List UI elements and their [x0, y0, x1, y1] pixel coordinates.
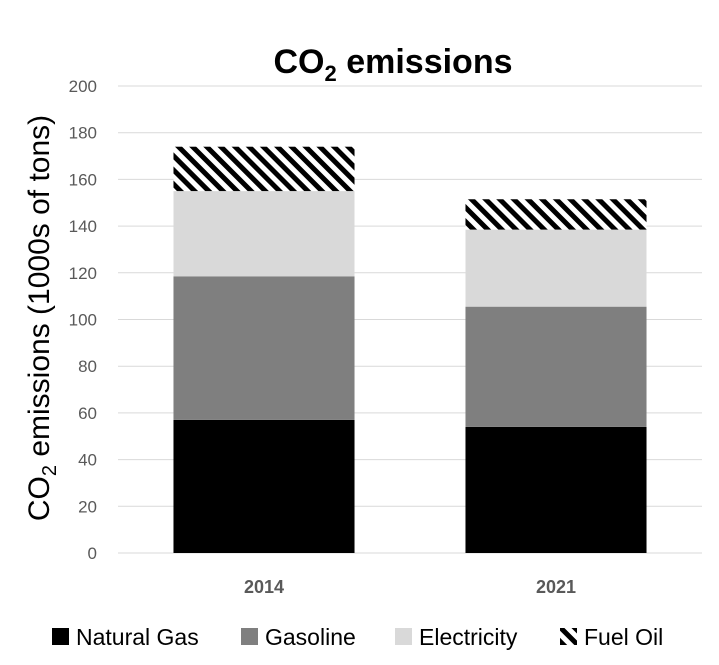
y-tick-label-140: 140 [69, 217, 97, 236]
x-axis-categories: 2014 2021 [244, 577, 576, 597]
y-axis-ticks: 0 20 40 60 80 100 120 140 160 180 200 [69, 77, 97, 563]
bar-gasoline-2014 [173, 276, 355, 420]
legend-label-gasoline: Gasoline [265, 624, 356, 650]
y-tick-label-0: 0 [88, 544, 97, 563]
y-tick-label-200: 200 [69, 77, 97, 96]
y-axis-label-rest: emissions (1000s of tons) [23, 115, 56, 465]
chart-title: CO2 emissions [274, 43, 513, 86]
y-tick-label-40: 40 [78, 451, 97, 470]
bar-fuel-oil-2014 [173, 146, 355, 192]
y-tick-label-20: 20 [78, 497, 97, 516]
bar-natural-gas-2014 [173, 419, 355, 553]
chart-title-rest: emissions [337, 43, 513, 81]
y-tick-label-100: 100 [69, 311, 97, 330]
legend-swatch-electricity [395, 628, 412, 645]
bar-natural-gas-2021 [465, 426, 647, 553]
legend-swatch-gasoline [241, 628, 258, 645]
legend-label-natural-gas: Natural Gas [76, 624, 199, 650]
y-axis-label-main: CO [23, 476, 56, 521]
legend-label-electricity: Electricity [419, 624, 518, 650]
y-tick-label-60: 60 [78, 404, 97, 423]
y-tick-label-80: 80 [78, 357, 97, 376]
bar-electricity-2021 [465, 229, 647, 307]
y-axis-label-subscript: 2 [39, 465, 61, 476]
legend: Natural Gas Gasoline Electricity Fuel Oil [52, 624, 663, 650]
legend-swatch-natural-gas [52, 628, 69, 645]
y-axis-label: CO2 emissions (1000s of tons) [23, 115, 61, 521]
x-tick-label-2014: 2014 [244, 577, 284, 597]
bar-electricity-2014 [173, 191, 355, 277]
y-tick-label-120: 120 [69, 264, 97, 283]
bar-gasoline-2021 [465, 306, 647, 427]
x-tick-label-2021: 2021 [536, 577, 576, 597]
chart-title-subscript: 2 [325, 61, 337, 86]
chart-title-main: CO [274, 43, 325, 81]
legend-label-fuel-oil: Fuel Oil [584, 624, 663, 650]
y-tick-label-160: 160 [69, 170, 97, 189]
bar-fuel-oil-2021 [465, 199, 647, 230]
bars [173, 146, 647, 553]
legend-swatch-fuel-oil [560, 628, 577, 645]
y-tick-label-180: 180 [69, 124, 97, 143]
